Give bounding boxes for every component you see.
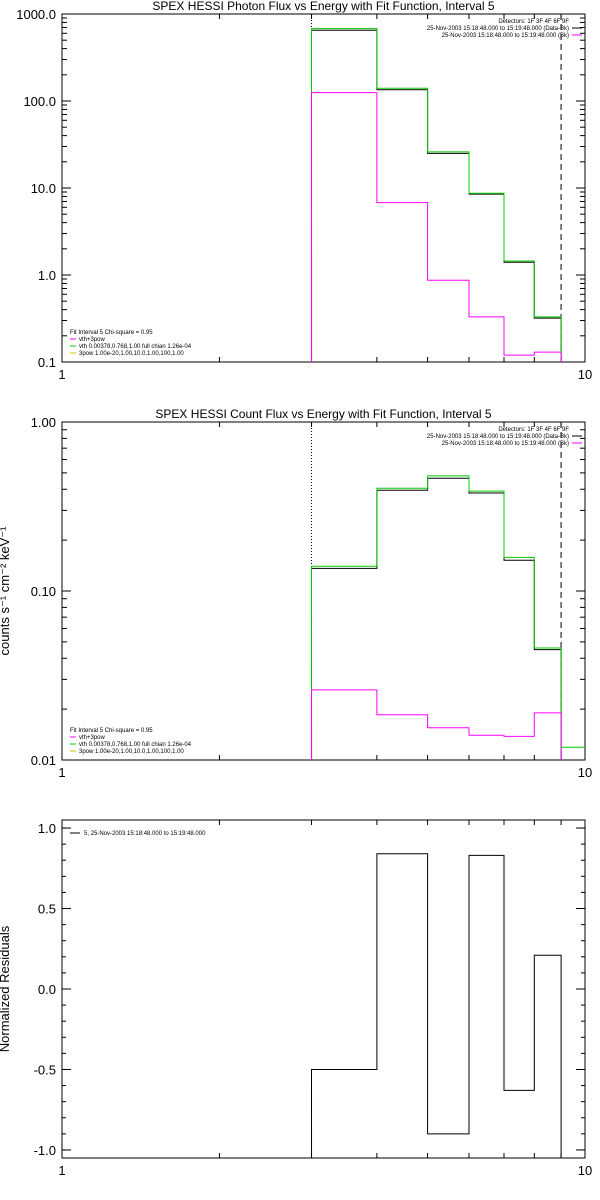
legend-entry: vth 0.00378,0.768,1.00 full chian 1.26e-…: [79, 742, 192, 748]
y-tick-label: 0.1: [38, 355, 56, 370]
y-tick-label: 0.5: [38, 902, 56, 917]
y-tick-label: 10.0: [31, 181, 56, 196]
legend-entry: 25-Nov-2003 15:18:48.000 to 15:19:48.000…: [427, 434, 569, 440]
series-line-bk: [310, 92, 562, 363]
y-tick-label: -0.5: [34, 1062, 56, 1077]
y-tick-label: 0.10: [31, 584, 56, 599]
y-tick-label: -1.0: [34, 1143, 56, 1158]
legend-entry: Detectors: 1F 3F 4F 6F 9F: [498, 427, 569, 433]
chart-panel-1: SPEX HESSI Photon Flux vs Energy with Fi…: [16, 0, 592, 382]
x-tick-label: 1: [58, 367, 65, 382]
y-tick-label: 1.0: [38, 268, 56, 283]
series-line-vth: [310, 28, 562, 363]
plot-frame: [61, 819, 586, 1159]
legend-entry: 25-Nov-2003 15:18:48.000 to 15:19:48.000…: [442, 33, 569, 39]
y-axis-label: Normalized Residuals: [0, 925, 12, 1052]
series-line-data-bk: [310, 29, 562, 363]
legend-entry: Fit Interval 5 Chi-square = 0.95: [70, 728, 153, 734]
legend-entry: Fit Interval 5 Chi-square = 0.95: [70, 330, 153, 336]
x-tick-label: 10: [578, 367, 592, 382]
x-tick-label: 1: [58, 765, 65, 780]
chart-panel-3: 1.0 0.5 0.0 -0.5 -1.01 10 Normalized Residuals…: [0, 819, 592, 1178]
series-line-data-bk: [310, 477, 562, 761]
series-line-residuals: [310, 853, 562, 1159]
legend-entry: 25-Nov-2003 15:18:48.000 to 15:19:48.000…: [442, 441, 569, 447]
y-tick-label: 1000.0: [16, 7, 56, 22]
legend-entry: 25-Nov-2003 15:18:48.000 to 15:19:48.000…: [427, 26, 569, 32]
y-tick-label: 100.0: [23, 94, 56, 109]
legend-entry: 3pow 1.00e-20,1.00,10.0,1.00,100,1.00: [79, 749, 184, 755]
legend-entry: vth+3pow: [79, 337, 106, 343]
legend-entry: 3pow 1.00e-20,1.00,10.0,1.00,100,1.00: [79, 351, 184, 357]
y-tick-label: 1.00: [31, 415, 56, 430]
legend-entry: 5, 25-Nov-2003 15:18:48.000 to 15:19:48.…: [84, 831, 206, 837]
series-line-vth: [310, 475, 562, 761]
y-tick-label: 1.0: [38, 821, 56, 836]
chart-title: SPEX HESSI Count Flux vs Energy with Fit…: [155, 407, 491, 421]
series-line-bk: [310, 689, 562, 761]
plot-frame: [61, 421, 586, 761]
chart-panel-2: SPEX HESSI Count Flux vs Energy with Fit…: [0, 407, 592, 780]
legend-entry: vth+3pow: [79, 735, 106, 741]
y-tick-label: 0.01: [31, 753, 56, 768]
x-tick-label: 10: [578, 765, 592, 780]
legend-entry: Detectors: 1F 3F 4F 6F 9F: [498, 19, 569, 25]
y-axis-label: counts s⁻¹ cm⁻² keV⁻¹: [0, 526, 12, 656]
legend-entry: vth 0.00378,0.768,1.00 full chian 1.26e-…: [79, 344, 192, 350]
x-tick-label: 10: [578, 1163, 592, 1178]
x-tick-label: 1: [58, 1163, 65, 1178]
chart-title: SPEX HESSI Photon Flux vs Energy with Fi…: [152, 0, 494, 13]
y-tick-label: 0.0: [38, 982, 56, 997]
plot-frame: [61, 13, 586, 363]
